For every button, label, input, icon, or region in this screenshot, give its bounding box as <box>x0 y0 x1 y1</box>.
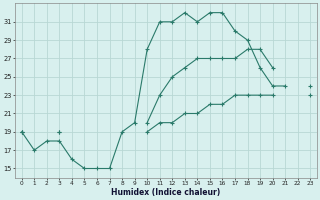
X-axis label: Humidex (Indice chaleur): Humidex (Indice chaleur) <box>111 188 220 197</box>
